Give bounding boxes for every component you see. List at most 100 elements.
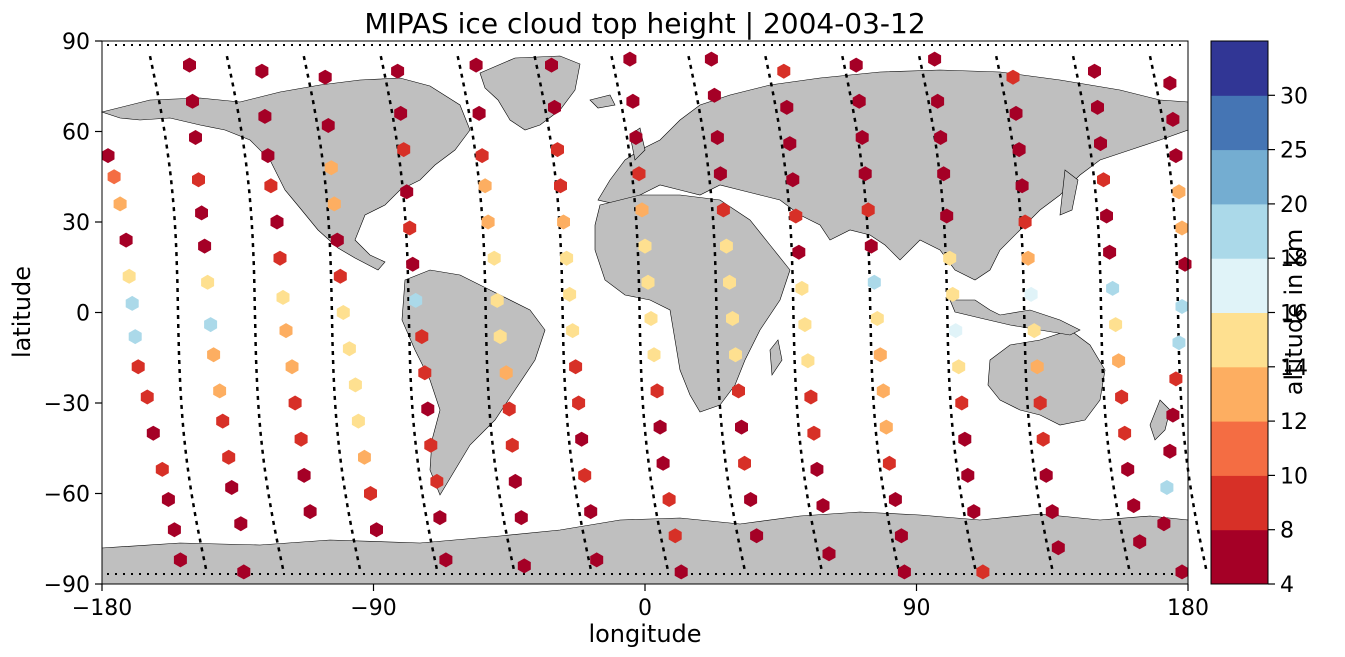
colorbar-segment	[1211, 312, 1268, 368]
data-point	[946, 286, 960, 302]
data-point	[1009, 105, 1023, 121]
data-point	[650, 383, 664, 399]
data-point	[192, 172, 205, 188]
data-point	[961, 467, 975, 483]
data-point	[514, 510, 528, 526]
data-point	[421, 401, 435, 417]
data-point	[333, 268, 347, 284]
data-point	[107, 169, 121, 185]
data-point	[493, 329, 507, 345]
data-point	[662, 492, 676, 507]
land-south-america	[401, 269, 546, 496]
data-point	[777, 63, 791, 79]
data-point	[324, 160, 338, 176]
data-point	[1018, 214, 1032, 230]
y-tick-label: −90	[44, 573, 90, 598]
data-point	[879, 419, 893, 435]
data-point	[1172, 335, 1186, 351]
data-point	[801, 353, 815, 369]
data-point	[508, 473, 522, 489]
data-point	[481, 214, 495, 230]
data-point	[653, 419, 667, 435]
data-point	[557, 214, 570, 230]
data-point	[545, 57, 558, 73]
data-point	[1175, 220, 1189, 236]
land-australia	[987, 329, 1106, 426]
orbit-tracks	[107, 44, 1208, 575]
data-point	[279, 323, 293, 339]
data-point	[566, 323, 580, 339]
data-point	[949, 323, 963, 339]
data-point	[810, 461, 824, 477]
land-antarctica	[101, 511, 1189, 585]
data-point	[270, 214, 284, 230]
y-tick-label: 0	[76, 302, 90, 327]
data-point	[732, 383, 745, 399]
data-point	[713, 166, 727, 182]
colorbar-segment	[1211, 529, 1268, 585]
colorbar-tick-label: 12	[1280, 410, 1308, 435]
data-point	[704, 51, 718, 67]
data-point	[330, 232, 344, 248]
data-point	[213, 383, 227, 399]
data-point	[119, 232, 133, 248]
colorbar-segment	[1211, 475, 1268, 531]
data-point	[285, 359, 299, 375]
colorbar-tick-label: 10	[1280, 464, 1308, 489]
data-point	[822, 546, 836, 562]
colorbar-segment	[1211, 366, 1268, 422]
data-point	[888, 492, 902, 507]
data-point	[852, 93, 866, 109]
data-point	[626, 93, 640, 109]
colorbar-tick-label: 14	[1280, 356, 1308, 381]
data-point	[409, 292, 423, 308]
land-new-zealand	[1149, 399, 1171, 441]
data-point	[744, 492, 758, 507]
colorbar-segment	[1211, 95, 1268, 151]
x-tick-label: 0	[638, 596, 652, 621]
data-point	[327, 196, 341, 212]
colorbar: 4 8 10 12 14 16 18 20 25 30	[1210, 40, 1308, 598]
data-point	[1169, 371, 1183, 387]
data-point	[439, 552, 453, 568]
data-point	[204, 317, 218, 333]
data-point	[370, 522, 383, 538]
data-point	[867, 274, 881, 290]
data-point	[321, 118, 335, 133]
data-point	[738, 455, 751, 471]
data-point	[1160, 480, 1174, 495]
data-point	[1024, 286, 1038, 302]
data-point	[1012, 142, 1026, 158]
data-point	[928, 51, 942, 67]
x-tick-label: 90	[903, 596, 931, 621]
data-point	[273, 250, 287, 266]
data-point	[475, 148, 489, 164]
data-point	[397, 142, 411, 158]
data-point	[342, 341, 356, 357]
data-point	[348, 377, 362, 393]
data-point	[798, 317, 812, 333]
data-point	[173, 552, 187, 568]
data-point	[897, 564, 911, 580]
data-point	[207, 347, 221, 363]
land-maritime-se-asia	[949, 299, 1081, 336]
data-point	[735, 419, 748, 435]
y-tick-label: −60	[44, 483, 90, 508]
data-point	[131, 359, 145, 375]
data-point	[1015, 178, 1029, 194]
colorbar-tick-label: 8	[1280, 519, 1294, 544]
data-point	[590, 552, 604, 568]
data-point	[976, 564, 990, 580]
data-point	[222, 449, 236, 465]
data-point	[720, 238, 733, 254]
data-point	[632, 166, 646, 182]
data-point	[623, 51, 637, 67]
land-madagascar	[769, 339, 783, 376]
data-point	[955, 395, 969, 411]
data-point	[140, 389, 154, 405]
data-point	[952, 359, 966, 375]
data-point	[128, 329, 142, 345]
colorbar-label: altitude in km	[1280, 229, 1308, 396]
colorbar-tick-label: 25	[1280, 139, 1308, 164]
data-point	[750, 528, 764, 544]
